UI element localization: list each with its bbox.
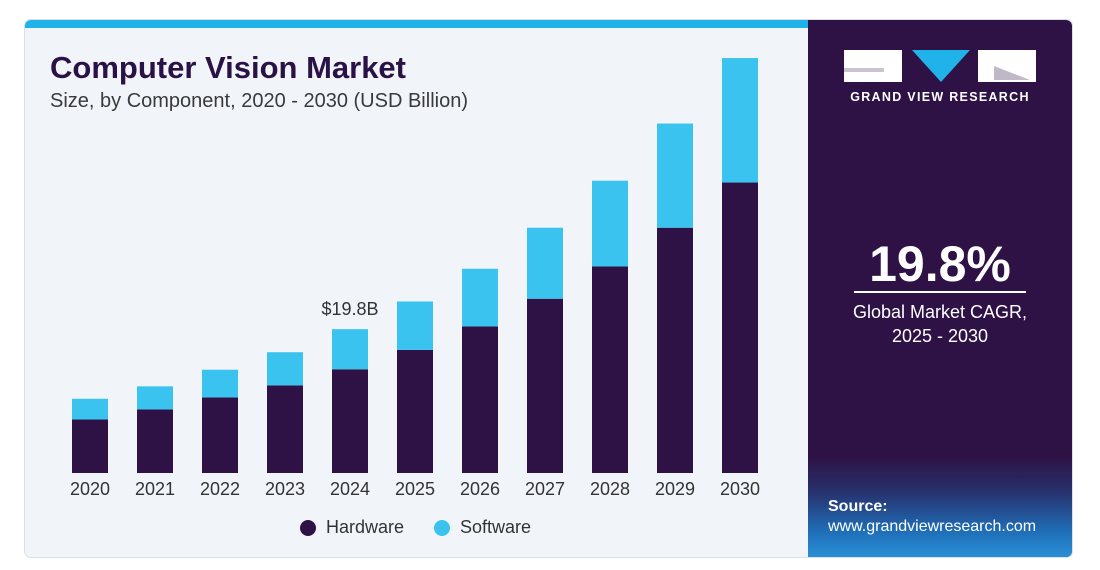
x-tick-label-2027: 2027 (525, 479, 565, 499)
bar-hardware-2027 (527, 298, 563, 473)
bar-software-2030 (722, 58, 758, 183)
bar-software-2025 (397, 301, 433, 350)
legend-item-software: Software (434, 517, 531, 538)
bar-hardware-2023 (267, 385, 303, 473)
bar-hardware-2026 (462, 326, 498, 473)
infographic-card: Computer Vision Market Size, by Componen… (25, 20, 1072, 557)
data-label-2024: $19.8B (321, 299, 378, 319)
brand-name: GRAND VIEW RESEARCH (850, 90, 1030, 104)
bar-hardware-2024 (332, 369, 368, 473)
bar-hardware-2020 (72, 419, 108, 473)
x-tick-label-2020: 2020 (70, 479, 110, 499)
x-tick-label-2029: 2029 (655, 479, 695, 499)
cagr-value: 19.8% (869, 236, 1011, 292)
x-tick-label-2026: 2026 (460, 479, 500, 499)
bar-software-2029 (657, 123, 693, 228)
bar-software-2024 (332, 329, 368, 370)
legend-swatch-hardware (300, 519, 316, 536)
x-tick-label-2030: 2030 (720, 479, 760, 499)
bar-hardware-2029 (657, 227, 693, 473)
grand-view-research-logo (844, 50, 1036, 82)
chart-legend: Hardware Software (300, 517, 561, 538)
cagr-divider (854, 291, 1026, 293)
side-panel: GRAND VIEW RESEARCH 19.8% Global Market … (808, 20, 1072, 557)
legend-swatch-software (434, 519, 451, 536)
chart-subtitle: Size, by Component, 2020 - 2030 (USD Bil… (50, 90, 468, 112)
decorative-grid-band (808, 457, 1072, 557)
bar-software-2026 (462, 268, 498, 327)
accent-bar (25, 20, 808, 28)
x-tick-label-2028: 2028 (590, 479, 630, 499)
bar-hardware-2021 (137, 409, 173, 473)
x-tick-label-2025: 2025 (395, 479, 435, 499)
bar-hardware-2022 (202, 397, 238, 473)
cagr-label-line2: 2025 - 2030 (891, 326, 989, 346)
chart-title: Computer Vision Market (50, 50, 407, 85)
x-tick-label-2021: 2021 (135, 479, 175, 499)
bar-hardware-2028 (592, 266, 628, 473)
legend-label-software: Software (460, 517, 532, 537)
legend-label-hardware: Hardware (326, 517, 405, 537)
x-tick-label-2023: 2023 (265, 479, 305, 499)
source-link[interactable]: www.grandviewresearch.com (828, 518, 1037, 535)
bar-software-2023 (267, 352, 303, 386)
bar-software-2022 (202, 369, 238, 398)
bar-chart: 2020 2021 2022 2023 2024 $19.8B 2025 2026 2027 20… (70, 58, 760, 499)
bar-software-2021 (137, 386, 173, 410)
chart-panel: Computer Vision Market Size, by Componen… (25, 20, 808, 557)
bar-software-2027 (527, 227, 563, 299)
bar-hardware-2030 (722, 182, 758, 473)
legend-item-hardware: Hardware (300, 517, 404, 538)
cagr-label: Global Market CAGR, 2025 - 2030 (808, 300, 1072, 348)
x-tick-label-2022: 2022 (200, 479, 240, 499)
bar-software-2020 (72, 398, 108, 420)
source-label: Source: (828, 498, 888, 515)
bar-software-2028 (592, 180, 628, 267)
cagr-label-line1: Global Market CAGR, (852, 302, 1028, 322)
bar-hardware-2025 (397, 349, 433, 473)
x-tick-label-2024: 2024 (330, 479, 370, 499)
